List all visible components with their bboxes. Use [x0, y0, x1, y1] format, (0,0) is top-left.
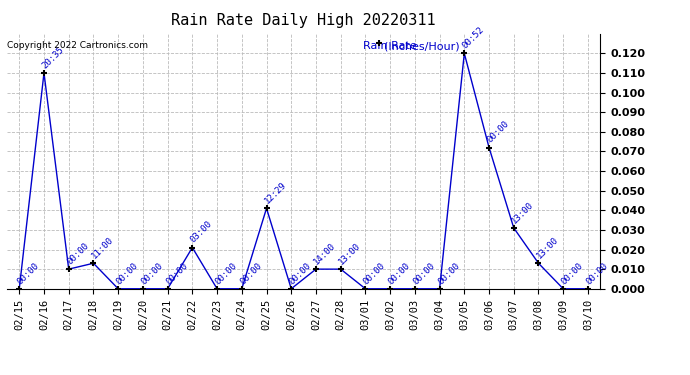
Text: 20:35: 20:35	[41, 45, 66, 70]
Text: 00:00: 00:00	[560, 261, 585, 286]
Text: 00:00: 00:00	[436, 261, 462, 286]
Text: (Inches/Hour): (Inches/Hour)	[384, 41, 460, 51]
Text: 00:00: 00:00	[213, 261, 239, 286]
Text: 00:00: 00:00	[288, 261, 313, 286]
Text: 00:00: 00:00	[486, 119, 511, 145]
Text: 00:00: 00:00	[65, 241, 90, 266]
Text: 00:00: 00:00	[115, 261, 140, 286]
Text: 00:00: 00:00	[386, 261, 412, 286]
Text: 00:00: 00:00	[139, 261, 165, 286]
Text: 03:00: 03:00	[189, 219, 214, 245]
Text: 00:00: 00:00	[584, 261, 610, 286]
Text: 13:00: 13:00	[510, 200, 535, 225]
Text: 14:00: 14:00	[313, 241, 337, 266]
Text: 00:00: 00:00	[411, 261, 437, 286]
Text: 00:00: 00:00	[16, 261, 41, 286]
Text: 00:00: 00:00	[362, 261, 387, 286]
Text: 12:29: 12:29	[263, 180, 288, 206]
Text: 13:00: 13:00	[535, 235, 560, 261]
Text: Rain Rate: Rain Rate	[363, 41, 417, 51]
Text: 11:00: 11:00	[90, 235, 115, 261]
Title: Rain Rate Daily High 20220311: Rain Rate Daily High 20220311	[171, 13, 436, 28]
Text: 13:00: 13:00	[337, 241, 362, 266]
Text: 00:00: 00:00	[164, 261, 189, 286]
Text: Copyright 2022 Cartronics.com: Copyright 2022 Cartronics.com	[8, 41, 148, 50]
Text: 00:52: 00:52	[461, 25, 486, 51]
Text: 00:00: 00:00	[238, 261, 264, 286]
